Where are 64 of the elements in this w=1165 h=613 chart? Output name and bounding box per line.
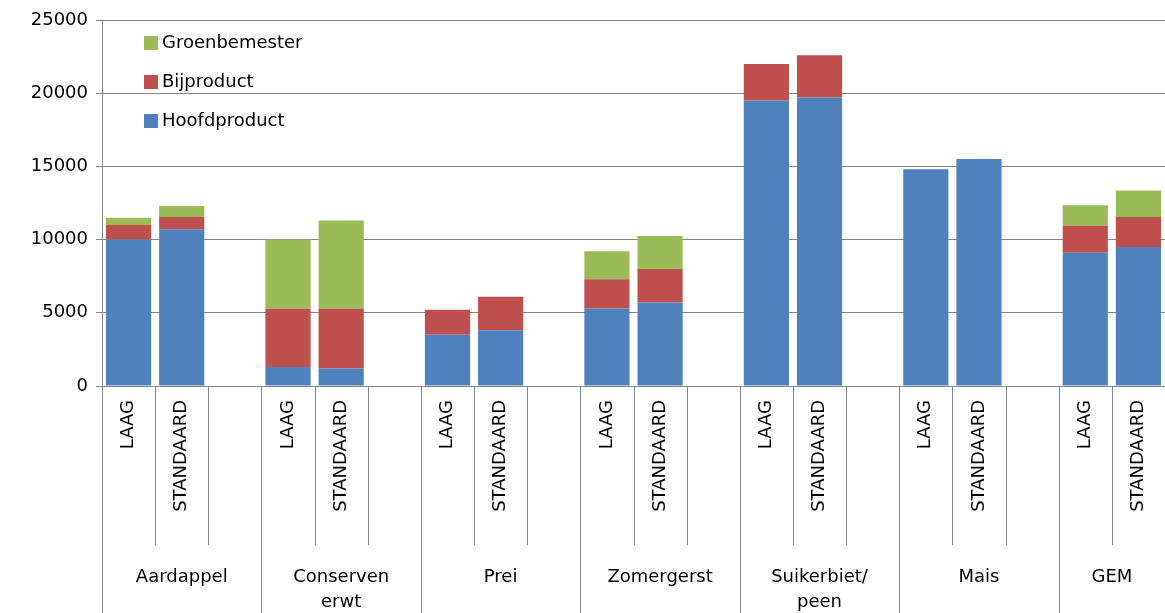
bar bbox=[318, 220, 364, 309]
text: Suikerbiet/peen bbox=[771, 564, 869, 611]
text: GEM bbox=[1091, 564, 1133, 586]
bar bbox=[796, 55, 843, 98]
bar bbox=[1062, 225, 1108, 253]
x-tick-label: STANDAARD bbox=[488, 400, 510, 512]
x-tick-label: LAAG bbox=[754, 400, 776, 450]
bar bbox=[424, 309, 471, 335]
bar bbox=[584, 251, 630, 280]
x-tick-label: LAAG bbox=[116, 400, 138, 450]
x-tick-label: LAAG bbox=[594, 400, 616, 450]
bar bbox=[478, 296, 524, 331]
x-tick-label: STANDAARD bbox=[169, 400, 191, 512]
bar bbox=[1062, 205, 1108, 226]
bar bbox=[903, 169, 949, 386]
x-tick-label: STANDAARD bbox=[328, 400, 350, 512]
bar bbox=[105, 239, 152, 386]
x-tick-label: LAAG bbox=[275, 400, 297, 450]
bar bbox=[1062, 252, 1108, 386]
x-tick-label: STANDAARD bbox=[1126, 400, 1148, 512]
y-tick-label: 5000 bbox=[42, 300, 88, 322]
x-tick-label: LAAG bbox=[913, 400, 935, 450]
y-tick-label: 25000 bbox=[30, 7, 88, 29]
x-tick-label: STANDAARD bbox=[807, 400, 829, 512]
text: Aardappel bbox=[135, 564, 228, 586]
bar bbox=[159, 229, 205, 386]
bar bbox=[584, 308, 630, 386]
bar bbox=[105, 224, 152, 240]
bar bbox=[265, 366, 311, 386]
bar bbox=[265, 308, 311, 367]
text: Conserven erwt bbox=[293, 564, 390, 611]
y-tick-label: 0 bbox=[76, 373, 88, 395]
legend-label: Bijproduct bbox=[162, 69, 254, 91]
y-tick-label: 20000 bbox=[30, 80, 88, 102]
text: Mais bbox=[958, 564, 1000, 586]
bar bbox=[265, 239, 311, 309]
bar bbox=[637, 235, 683, 269]
legend-label: Groenbemester bbox=[162, 30, 304, 52]
bar bbox=[159, 216, 205, 230]
bar bbox=[584, 279, 630, 309]
bar bbox=[796, 97, 843, 386]
y-tick-label: 10000 bbox=[30, 227, 88, 249]
bar bbox=[159, 205, 205, 217]
x-tick-label: LAAG bbox=[1072, 400, 1094, 450]
bar bbox=[637, 302, 683, 386]
y-tick-label: 15000 bbox=[30, 154, 88, 176]
bar bbox=[637, 268, 683, 303]
text: Zomergerst bbox=[607, 564, 713, 586]
bar bbox=[743, 63, 789, 101]
bar bbox=[318, 368, 364, 386]
bar bbox=[1115, 190, 1162, 217]
bar bbox=[1115, 246, 1162, 386]
bar bbox=[105, 217, 152, 225]
bar bbox=[1115, 216, 1162, 247]
legend-label: Hoofdproduct bbox=[162, 108, 285, 130]
bar bbox=[743, 100, 789, 386]
x-tick-label: STANDAARD bbox=[647, 400, 669, 512]
bar bbox=[424, 334, 471, 386]
text: Prei bbox=[483, 564, 518, 586]
bar bbox=[956, 159, 1002, 386]
bar bbox=[318, 308, 364, 369]
x-tick-label: STANDAARD bbox=[966, 400, 988, 512]
bar bbox=[478, 330, 524, 386]
x-tick-label: LAAG bbox=[435, 400, 457, 450]
